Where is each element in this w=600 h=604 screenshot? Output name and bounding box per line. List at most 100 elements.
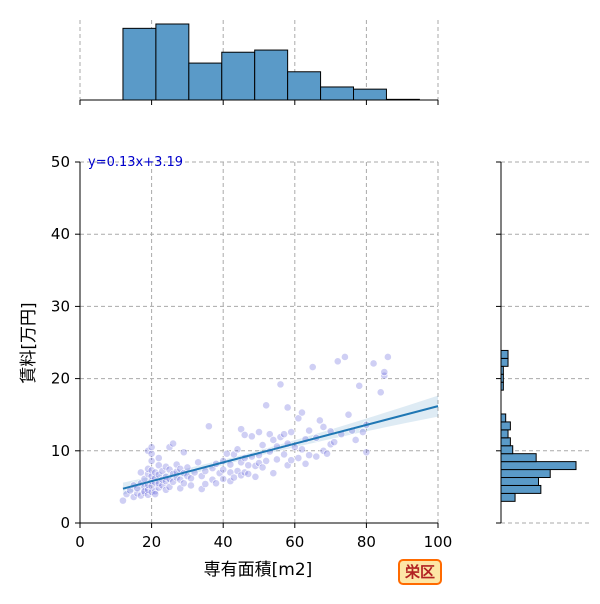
scatter-point xyxy=(219,475,228,483)
scatter-point xyxy=(298,408,306,417)
scatter-point xyxy=(251,472,260,481)
scatter-point xyxy=(119,496,127,505)
marginal-x-bar xyxy=(188,62,223,101)
scatter-point xyxy=(305,426,314,435)
marginal-x-bar xyxy=(122,27,157,101)
marginal-x-bar xyxy=(320,86,355,101)
y-tick-label: 10 xyxy=(51,442,70,460)
scatter-point xyxy=(169,439,177,448)
scatter-point xyxy=(333,357,342,366)
scatter-point xyxy=(255,428,263,436)
marginal-y-bar xyxy=(500,469,551,479)
scatter-point xyxy=(179,448,188,457)
marginal-y-bar xyxy=(500,437,511,447)
scatter-point xyxy=(194,458,203,467)
scatter-point xyxy=(287,428,296,436)
scatter-point xyxy=(258,441,267,449)
scatter-point xyxy=(330,438,339,447)
regression-line xyxy=(122,405,439,490)
marginal-x-bar xyxy=(353,88,387,101)
scatter-point xyxy=(265,430,274,439)
scatter-point xyxy=(376,388,385,397)
marginal-y-bar xyxy=(500,357,509,367)
scatter-point xyxy=(219,465,228,474)
marginal-y-bar xyxy=(500,453,537,463)
scatter-point xyxy=(230,473,238,482)
marginal-y-bar xyxy=(500,349,509,359)
x-axis-label: 専有面積[m2] xyxy=(204,560,313,580)
x-tick-label: 60 xyxy=(285,533,304,551)
scatter-point xyxy=(222,449,231,458)
marginal-y-bar xyxy=(500,484,542,494)
scatter-point xyxy=(244,461,253,470)
scatter-point xyxy=(383,353,392,361)
scatter-point xyxy=(151,490,160,499)
scatter-point xyxy=(233,445,242,454)
scatter-point xyxy=(301,459,310,468)
scatter-point xyxy=(276,380,285,389)
scatter-point xyxy=(294,414,303,423)
marginal-y-bar xyxy=(500,429,509,439)
marginal-y-histogram xyxy=(496,161,577,524)
scatter-point xyxy=(280,430,288,439)
scatter-point xyxy=(358,428,367,436)
marginal-x-bar xyxy=(287,71,322,101)
y-tick-label: 0 xyxy=(60,514,70,532)
scatter-point xyxy=(344,410,353,419)
scatter-point xyxy=(247,432,256,441)
scatter-point xyxy=(319,423,328,431)
scatter-point xyxy=(341,353,349,361)
x-tick-label: 0 xyxy=(75,533,85,551)
axis-layer: 0 20 40 60 80 100 0 10 20 30 40 50 xyxy=(51,153,452,551)
scatter-point xyxy=(187,481,195,490)
marginal-y-bar xyxy=(500,477,539,486)
x-tick-label: 40 xyxy=(214,533,233,551)
scatter-point xyxy=(262,401,271,410)
scatter-point xyxy=(262,457,271,465)
scatter-point xyxy=(201,480,210,488)
y-axis-label: 賃料[万円] xyxy=(19,302,39,383)
scatter-point xyxy=(269,436,278,444)
scatter-point xyxy=(147,443,156,452)
marginal-x-bar xyxy=(221,51,256,101)
marginal-x-bar xyxy=(254,49,289,101)
scatter-point xyxy=(183,463,192,472)
marginal-y-bar xyxy=(500,445,514,455)
scatter-point xyxy=(380,368,389,377)
ward-badge: 栄区 xyxy=(398,559,442,585)
marginal-x-bar xyxy=(155,23,190,101)
scatter-point xyxy=(315,416,324,425)
scatter-point xyxy=(283,403,292,412)
y-tick-label: 50 xyxy=(51,153,70,171)
scatter-point xyxy=(294,454,303,462)
scatter-point xyxy=(258,463,267,472)
scatter-point xyxy=(136,468,145,477)
scatter-point xyxy=(147,449,156,458)
scatter-point xyxy=(179,479,188,488)
scatter-point xyxy=(240,431,249,439)
regression-layer xyxy=(122,405,439,490)
scatter-point xyxy=(312,452,321,461)
scatter-point xyxy=(298,445,306,454)
scatter-point xyxy=(269,469,278,478)
regression-equation-label: y=0.13x+3.19 xyxy=(88,155,183,170)
x-tick-label: 20 xyxy=(142,533,161,551)
y-tick-label: 40 xyxy=(51,225,70,243)
scatter-point xyxy=(355,381,364,390)
marginal-y-bar xyxy=(500,421,511,431)
scatter-point xyxy=(308,363,317,371)
marginal-y-bar xyxy=(500,492,516,502)
marginal-x-histogram xyxy=(79,23,439,105)
x-tick-label: 80 xyxy=(357,533,376,551)
y-tick-label: 30 xyxy=(51,297,70,315)
scatter-point xyxy=(287,456,296,465)
scatter-point xyxy=(244,470,253,478)
scatter-point xyxy=(237,425,245,434)
scatter-point xyxy=(305,451,314,460)
y-tick-label: 20 xyxy=(51,370,70,388)
scatter-point xyxy=(369,359,378,368)
scatter-point xyxy=(362,448,371,457)
scatter-point xyxy=(212,479,220,488)
